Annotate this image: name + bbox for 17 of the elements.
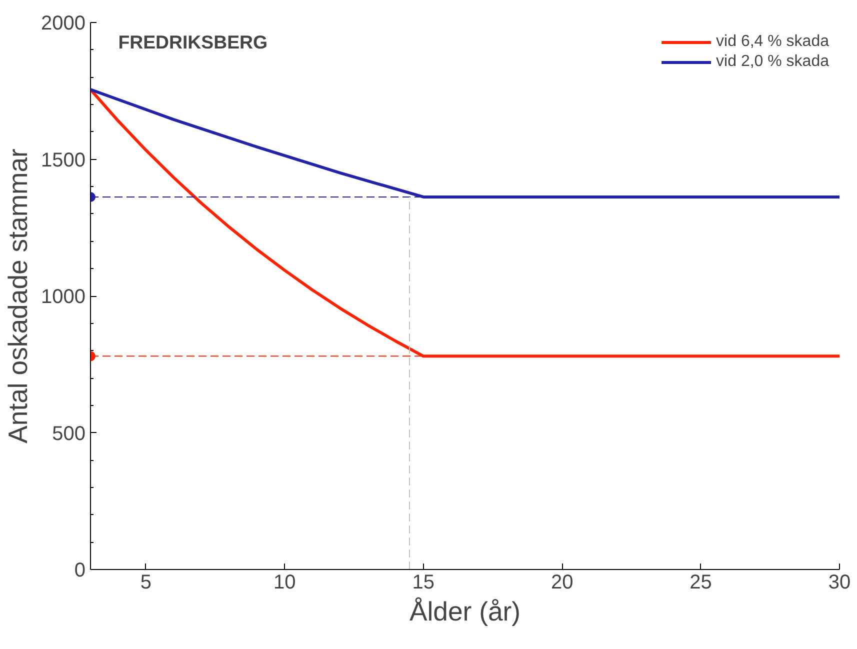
x-axis-title: Ålder (år)	[409, 596, 521, 626]
x-tick-label: 15	[412, 572, 435, 594]
x-tick-label: 25	[690, 572, 712, 594]
legend-label: vid 2,0 % skada	[716, 53, 829, 71]
line-series	[90, 88, 840, 198]
x-tick-label: 30	[828, 572, 851, 594]
y-tick-label: 500	[52, 422, 86, 445]
text: FREDRIKSBERG	[118, 32, 268, 52]
x-tick-label: 20	[550, 572, 574, 594]
y-tick-label: 1500	[41, 149, 86, 172]
y-tick-label: 0	[74, 560, 86, 582]
y-axis-title: Antal oskadade stammar	[3, 148, 34, 444]
y-tick-label: 2000	[41, 12, 86, 34]
x-tick-label: 10	[274, 572, 296, 594]
x-tick-label: 5	[140, 572, 152, 594]
y-tick-label: 1000	[41, 286, 86, 308]
legend-label: vid 6,4 % skada	[716, 33, 829, 51]
